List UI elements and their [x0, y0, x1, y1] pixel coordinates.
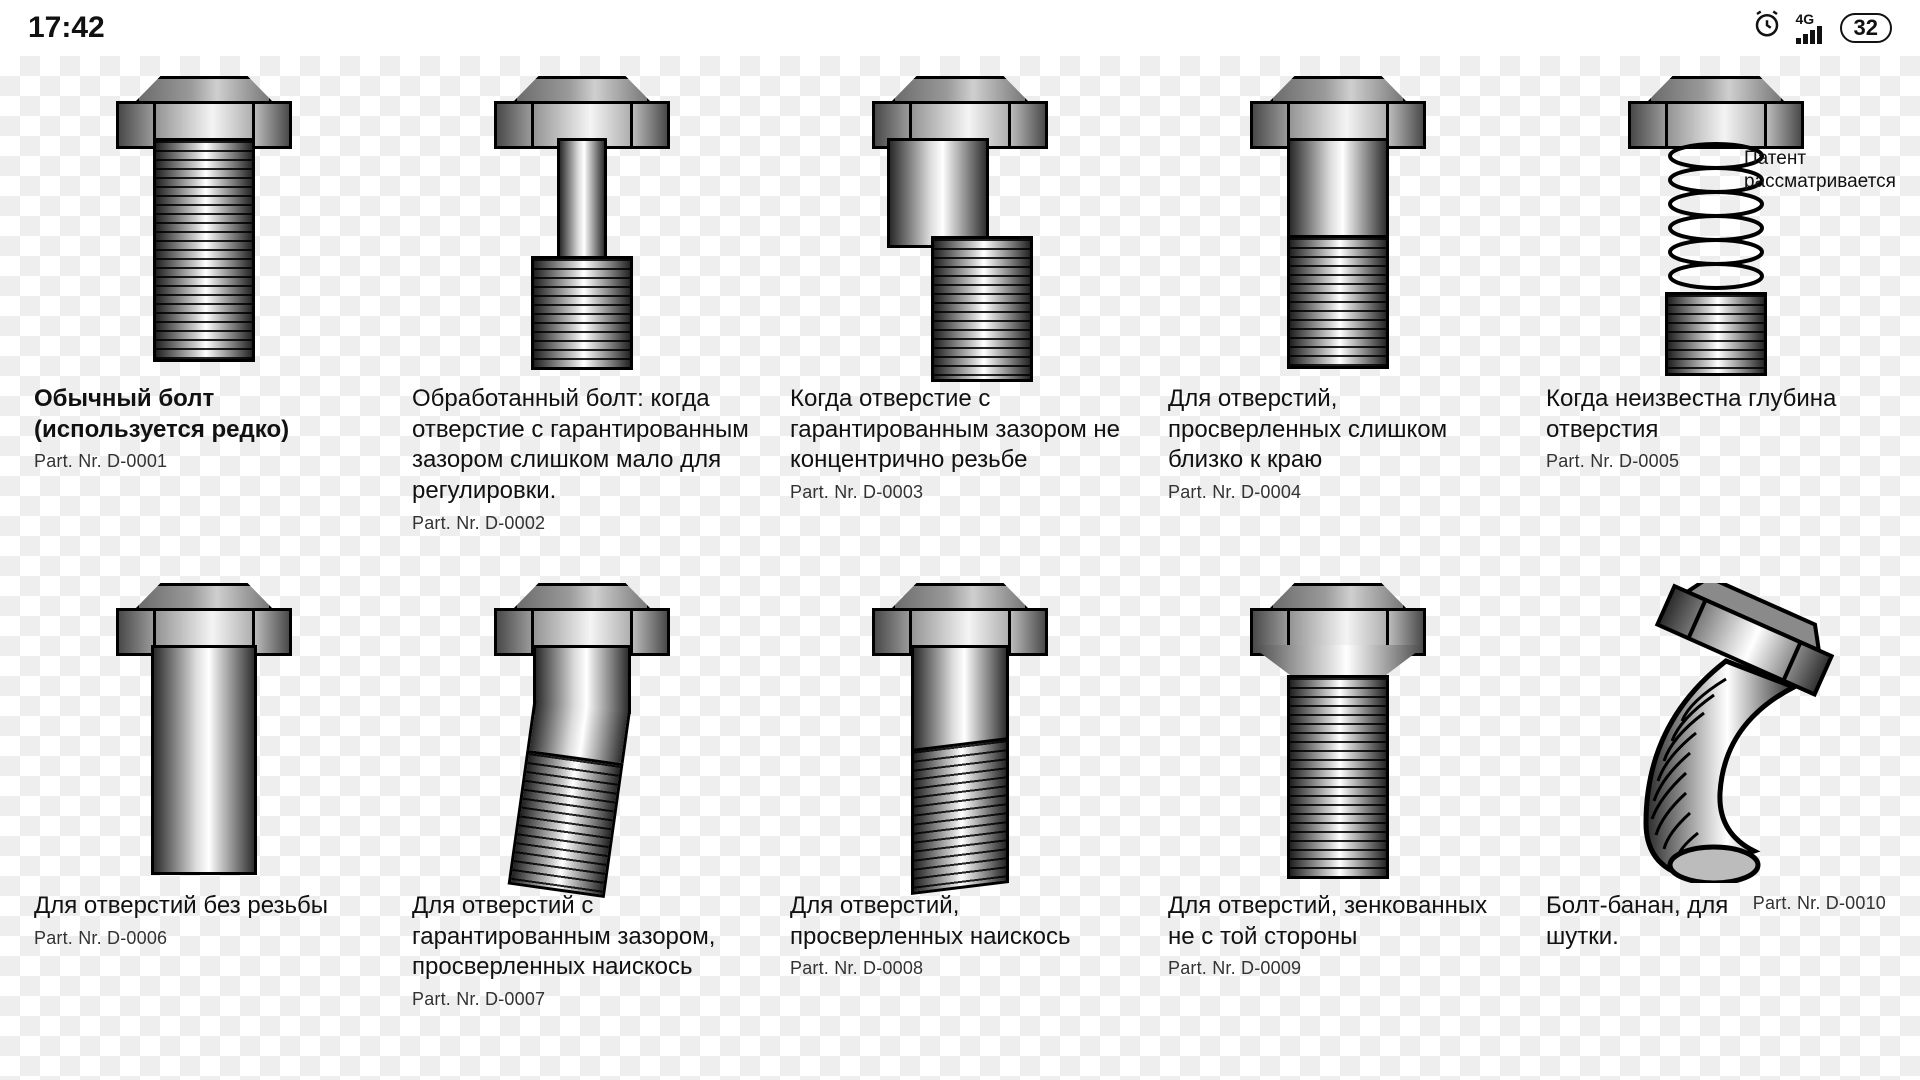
bolt-cell-d0001: Обычный болт (используется редко) Part. … — [30, 76, 378, 573]
bolt-description: Обычный болт (используется редко) — [34, 384, 374, 445]
bolt-description: Для отверстий, просверленных слишком бли… — [1168, 384, 1508, 476]
statusbar-time: 17:42 — [28, 11, 105, 45]
bolt-cell-d0002: Обработанный болт: когда отверстие с гар… — [408, 76, 756, 573]
bolt-part-number: Part. Nr. D-0007 — [412, 989, 752, 1010]
bolt-figure — [472, 76, 692, 376]
bolt-part-number: Part. Nr. D-0008 — [790, 958, 1130, 979]
bolt-figure — [94, 583, 314, 883]
bolt-figure — [1228, 583, 1448, 883]
bolt-figure — [850, 76, 1070, 376]
bolt-cell-d0006: Для отверстий без резьбы Part. Nr. D-000… — [30, 583, 378, 1080]
bolt-figure — [1606, 76, 1826, 376]
banana-bolt-icon — [1586, 583, 1846, 883]
bolt-part-number: Part. Nr. D-0006 — [34, 928, 374, 949]
bolt-part-number: Part. Nr. D-0002 — [412, 513, 752, 534]
bolt-part-number: Part. Nr. D-0003 — [790, 482, 1130, 503]
network-label: 4G — [1796, 12, 1815, 26]
bolt-description: Для отверстий, зенкованных не с той стор… — [1168, 891, 1508, 952]
bolt-cell-d0004: Для отверстий, просверленных слишком бли… — [1164, 76, 1512, 573]
bolt-description: Когда отверстие с гарантированным зазоро… — [790, 384, 1130, 476]
bolt-part-number: Part. Nr. D-0009 — [1168, 958, 1508, 979]
network-icon: 4G — [1796, 12, 1826, 44]
bolt-cell-d0005: Патент рассматривается Когда неизвестна … — [1542, 76, 1890, 573]
bolt-figure — [1586, 583, 1846, 883]
alarm-icon — [1752, 9, 1782, 47]
bolt-cell-d0009: Для отверстий, зенкованных не с той стор… — [1164, 583, 1512, 1080]
bolt-description: Для отверстий с гарантированным зазором,… — [412, 891, 752, 983]
image-viewport[interactable]: Обычный болт (используется редко) Part. … — [0, 56, 1920, 1080]
bolt-cell-d0010: Болт-банан, для шутки. Part. Nr. D-0010 — [1542, 583, 1890, 1080]
bolt-description: Для отверстий без резьбы — [34, 891, 374, 922]
bolt-description: Болт-банан, для шутки. — [1546, 891, 1729, 952]
bolt-figure — [1228, 76, 1448, 376]
bolt-part-number: Part. Nr. D-0001 — [34, 451, 374, 472]
statusbar-right: 4G 32 — [1752, 9, 1892, 47]
status-bar: 17:42 4G 32 — [0, 0, 1920, 56]
bolt-part-number: Part. Nr. D-0005 — [1546, 451, 1886, 472]
bolt-description: Когда неизвестна глубина отверстия — [1546, 384, 1886, 445]
patent-note: Патент рассматривается — [1744, 148, 1894, 194]
bolt-description: Для отверстий, просверленных наискось — [790, 891, 1130, 952]
bolt-description: Обработанный болт: когда отверстие с гар… — [412, 384, 752, 507]
bolt-cell-d0007: Для отверстий с гарантированным зазором,… — [408, 583, 756, 1080]
bolt-figure — [472, 583, 692, 883]
bolt-cell-d0008: Для отверстий, просверленных наискось Pa… — [786, 583, 1134, 1080]
bolt-figure — [94, 76, 314, 376]
bolt-cell-d0003: Когда отверстие с гарантированным зазоро… — [786, 76, 1134, 573]
bolt-figure — [850, 583, 1070, 883]
battery-indicator: 32 — [1840, 13, 1892, 43]
bolt-grid: Обычный болт (используется редко) Part. … — [0, 56, 1920, 1080]
bolt-part-number: Part. Nr. D-0010 — [1753, 893, 1886, 914]
bolt-part-number: Part. Nr. D-0004 — [1168, 482, 1508, 503]
